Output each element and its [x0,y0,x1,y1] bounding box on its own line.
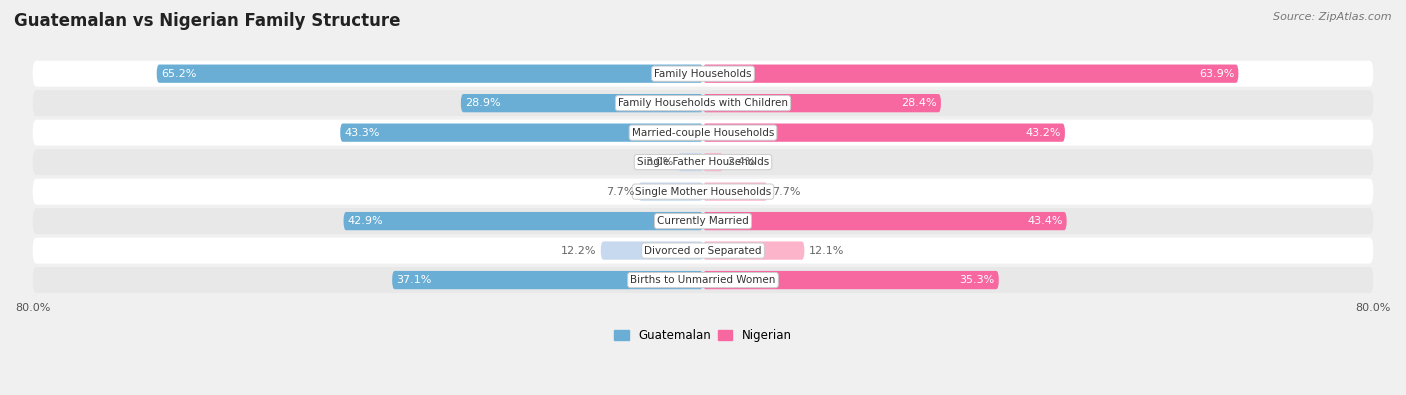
Text: 42.9%: 42.9% [347,216,384,226]
Text: Currently Married: Currently Married [657,216,749,226]
Text: Divorced or Separated: Divorced or Separated [644,246,762,256]
FancyBboxPatch shape [32,149,1374,175]
Text: 37.1%: 37.1% [396,275,432,285]
Text: 43.2%: 43.2% [1025,128,1060,137]
FancyBboxPatch shape [638,182,703,201]
FancyBboxPatch shape [703,212,1067,230]
FancyBboxPatch shape [703,94,941,112]
FancyBboxPatch shape [703,271,998,289]
FancyBboxPatch shape [703,64,1239,83]
FancyBboxPatch shape [461,94,703,112]
FancyBboxPatch shape [32,208,1374,234]
Text: 65.2%: 65.2% [160,69,197,79]
Legend: Guatemalan, Nigerian: Guatemalan, Nigerian [610,325,796,347]
FancyBboxPatch shape [156,64,703,83]
Text: 12.2%: 12.2% [561,246,596,256]
FancyBboxPatch shape [32,61,1374,87]
Text: Single Mother Households: Single Mother Households [636,186,770,197]
Text: 2.4%: 2.4% [727,157,756,167]
FancyBboxPatch shape [703,153,723,171]
Text: 35.3%: 35.3% [959,275,994,285]
Text: Family Households with Children: Family Households with Children [619,98,787,108]
FancyBboxPatch shape [32,90,1374,116]
FancyBboxPatch shape [340,124,703,142]
Text: 43.3%: 43.3% [344,128,380,137]
Text: 28.9%: 28.9% [465,98,501,108]
Text: Guatemalan vs Nigerian Family Structure: Guatemalan vs Nigerian Family Structure [14,12,401,30]
Text: Source: ZipAtlas.com: Source: ZipAtlas.com [1274,12,1392,22]
FancyBboxPatch shape [32,179,1374,205]
FancyBboxPatch shape [600,241,703,260]
Text: Married-couple Households: Married-couple Households [631,128,775,137]
Text: 3.0%: 3.0% [645,157,673,167]
FancyBboxPatch shape [678,153,703,171]
FancyBboxPatch shape [343,212,703,230]
Text: Births to Unmarried Women: Births to Unmarried Women [630,275,776,285]
FancyBboxPatch shape [32,120,1374,146]
Text: Single Father Households: Single Father Households [637,157,769,167]
FancyBboxPatch shape [703,124,1064,142]
Text: 12.1%: 12.1% [808,246,844,256]
FancyBboxPatch shape [392,271,703,289]
Text: 7.7%: 7.7% [606,186,634,197]
Text: 7.7%: 7.7% [772,186,800,197]
FancyBboxPatch shape [703,182,768,201]
Text: Family Households: Family Households [654,69,752,79]
Text: 28.4%: 28.4% [901,98,936,108]
Text: 43.4%: 43.4% [1026,216,1063,226]
Text: 63.9%: 63.9% [1199,69,1234,79]
FancyBboxPatch shape [32,238,1374,263]
FancyBboxPatch shape [32,267,1374,293]
FancyBboxPatch shape [703,241,804,260]
